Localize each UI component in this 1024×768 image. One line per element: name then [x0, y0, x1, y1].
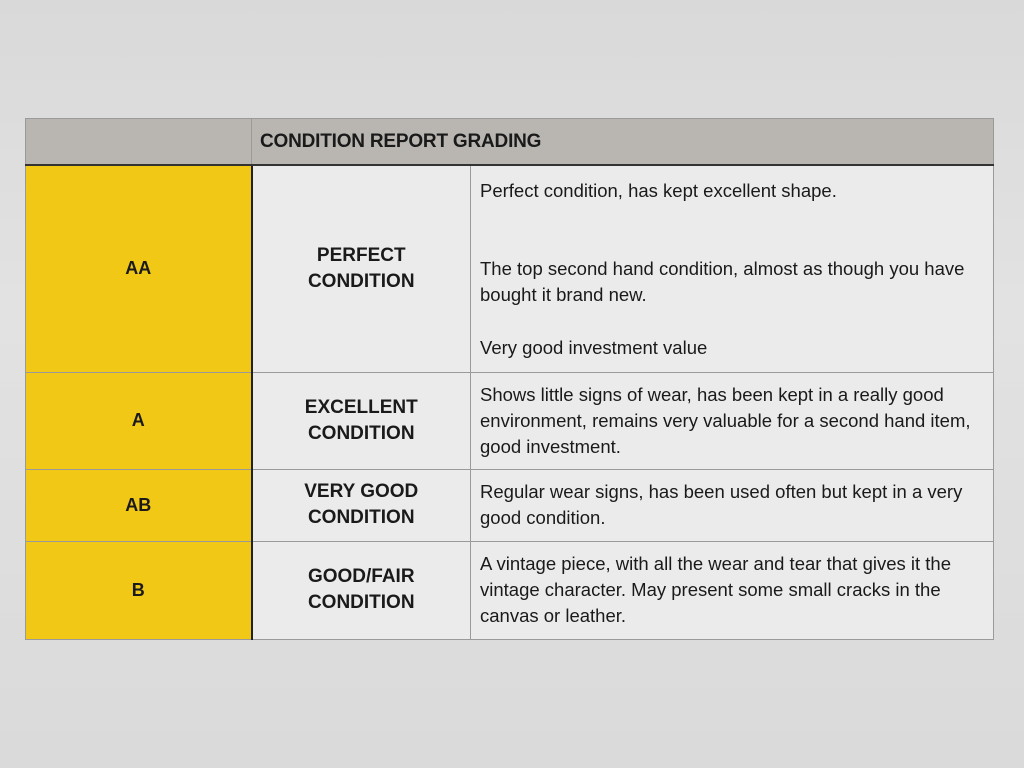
table-header-row: CONDITION REPORT GRADING [25, 118, 995, 166]
condition-grading-table: CONDITION REPORT GRADING AA PERFECT CONDI… [25, 118, 995, 640]
grade-cell: A [25, 371, 253, 470]
description-text: Shows little signs of wear, has been kep… [480, 383, 971, 457]
condition-cell: VERY GOOD CONDITION [251, 468, 471, 542]
condition-line: PERFECT [316, 244, 406, 266]
description-cell: Perfect condition, has kept excellent sh… [469, 164, 995, 373]
table-row: AA PERFECT CONDITION Perfect condition, h… [25, 164, 995, 373]
condition-cell: GOOD/FAIR CONDITION [251, 540, 471, 640]
grade-cell: AB [25, 468, 253, 542]
description-cell: Regular wear signs, has been used often … [469, 468, 995, 542]
grade-cell: AA [25, 164, 253, 373]
condition-line: CONDITION [307, 507, 415, 528]
description-cell: Shows little signs of wear, has been kep… [469, 371, 995, 470]
condition-line: EXCELLENT [304, 396, 418, 418]
description-text: A vintage piece, with all the wear and t… [480, 553, 952, 626]
condition-line: CONDITION [307, 422, 415, 444]
condition-line: GOOD/FAIR [307, 566, 415, 587]
table-title: CONDITION REPORT GRADING [250, 118, 995, 166]
description-text: The top second hand condition, almost as… [480, 258, 965, 305]
condition-line: CONDITION [307, 592, 415, 613]
description-text: Perfect condition, has kept excellent sh… [480, 180, 837, 201]
condition-line: CONDITION [307, 270, 415, 292]
grade-cell: B [25, 540, 253, 640]
description-text: Very good investment value [480, 337, 708, 358]
description-text: Regular wear signs, has been used often … [480, 481, 963, 528]
condition-line: VERY GOOD [304, 481, 419, 502]
condition-cell: EXCELLENT CONDITION [251, 371, 471, 470]
condition-cell: PERFECT CONDITION [251, 164, 471, 373]
header-empty-cell [25, 118, 252, 166]
table-row: A EXCELLENT CONDITION Shows little signs … [25, 371, 995, 470]
table-row: AB VERY GOOD CONDITION Regular wear signs… [25, 468, 995, 542]
description-cell: A vintage piece, with all the wear and t… [469, 540, 995, 640]
table-row: B GOOD/FAIR CONDITION A vintage piece, wi… [25, 540, 995, 640]
